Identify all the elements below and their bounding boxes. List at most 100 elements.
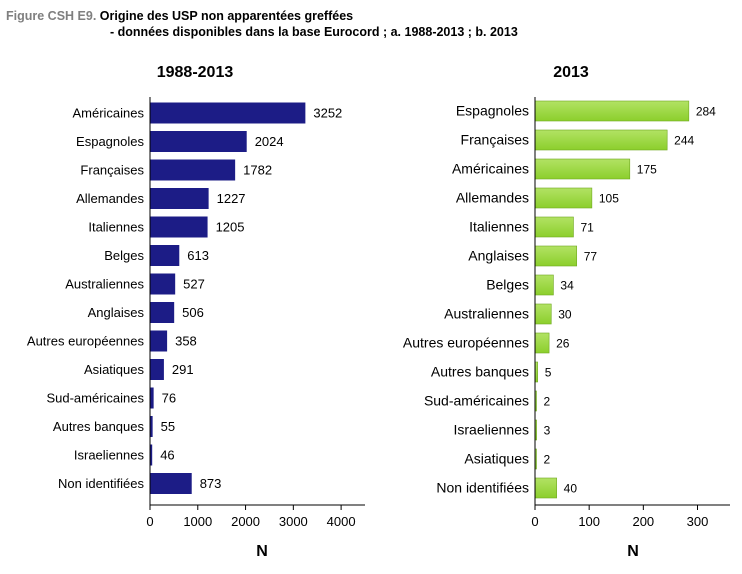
bar-espagnoles <box>150 131 247 152</box>
data-label-francaises: 1782 <box>243 163 272 178</box>
data-label-anglaises: 506 <box>182 305 204 320</box>
category-label-non-identifiees: Non identifiées <box>58 476 144 491</box>
data-label-australiennes: 30 <box>558 308 572 322</box>
data-label-asiatiques: 2 <box>544 453 551 467</box>
x-tick-label-0: 0 <box>531 514 538 529</box>
category-label-israeliennes: Israeliennes <box>454 422 530 438</box>
bar-allemandes <box>150 188 209 209</box>
bar-francaises <box>150 159 236 181</box>
bar-anglaises <box>534 245 578 267</box>
category-label-francaises: Françaises <box>80 163 144 178</box>
figure-label: Figure CSH E9. <box>6 9 97 23</box>
bar-non-identifiees <box>150 473 192 494</box>
data-label-autres-europeennes: 358 <box>175 334 197 349</box>
data-label-belges: 34 <box>560 279 574 293</box>
data-label-non-identifiees: 40 <box>564 482 578 496</box>
data-label-sud-americaines: 2 <box>544 395 551 409</box>
data-label-espagnoles: 284 <box>696 105 716 119</box>
bar-anglaises <box>150 302 175 323</box>
data-label-autres-europeennes: 26 <box>556 337 570 351</box>
bar-sud-americaines <box>150 387 154 409</box>
category-label-americaines: Américaines <box>72 106 144 121</box>
bar-belges <box>150 245 180 266</box>
category-label-belges: Belges <box>486 277 529 293</box>
x-tick-label-300: 300 <box>687 514 709 529</box>
data-label-italiennes: 71 <box>580 221 594 235</box>
chart-1988-2013: 1988-2013 Américaines 3252 Espagnoles 2024 Fr… <box>27 64 365 560</box>
data-label-americaines: 3252 <box>313 106 342 121</box>
bar-autres-banques <box>150 416 153 437</box>
data-label-asiatiques: 291 <box>172 362 194 377</box>
bar-australiennes <box>534 303 552 325</box>
data-label-allemandes: 1227 <box>217 191 246 206</box>
category-label-espagnoles: Espagnoles <box>76 134 144 149</box>
figure-heading: Figure CSH E9. Origine des USP non appar… <box>6 8 518 40</box>
x-tick-label-3000: 3000 <box>279 514 308 529</box>
bar-non-identifiees <box>534 477 557 499</box>
bar-americaines <box>150 102 306 124</box>
category-label-autres-europeennes: Autres européennes <box>27 334 145 349</box>
category-label-australiennes: Australiennes <box>444 306 529 322</box>
category-label-francaises: Françaises <box>461 132 529 148</box>
data-label-autres-banques: 55 <box>161 419 175 434</box>
category-label-australiennes: Australiennes <box>65 277 144 292</box>
data-label-israeliennes: 3 <box>544 424 551 438</box>
category-label-asiatiques: Asiatiques <box>464 451 529 467</box>
bar-autres-europeennes <box>150 330 168 352</box>
x-tick-label-4000: 4000 <box>327 514 356 529</box>
category-label-anglaises: Anglaises <box>88 305 145 320</box>
data-label-espagnoles: 2024 <box>255 134 284 149</box>
data-label-italiennes: 1205 <box>216 220 245 235</box>
category-label-belges: Belges <box>104 248 144 263</box>
bar-belges <box>534 274 554 296</box>
x-tick-label-100: 100 <box>578 514 600 529</box>
category-label-autres-banques: Autres banques <box>431 364 529 380</box>
category-label-allemandes: Allemandes <box>456 190 529 206</box>
bar-australiennes <box>150 273 176 295</box>
bar-israeliennes <box>150 444 153 466</box>
category-label-autres-banques: Autres banques <box>53 419 145 434</box>
data-label-anglaises: 77 <box>584 250 598 264</box>
bar-allemandes <box>534 187 593 209</box>
bar-americaines <box>534 158 631 180</box>
figure-subtitle: - données disponibles dans la base Euroc… <box>110 25 518 39</box>
category-label-non-identifiees: Non identifiées <box>436 480 529 496</box>
x-tick-label-200: 200 <box>632 514 654 529</box>
chart-2013: 2013 Espagnoles 284 Françaises 244 Américaine… <box>403 64 730 560</box>
category-label-autres-europeennes: Autres européennes <box>403 335 529 351</box>
category-label-americaines: Américaines <box>452 161 529 177</box>
category-label-anglaises: Anglaises <box>468 248 529 264</box>
data-label-non-identifiees: 873 <box>200 476 222 491</box>
data-label-sud-americaines: 76 <box>162 391 176 406</box>
data-label-australiennes: 527 <box>183 277 205 292</box>
x-tick-label-1000: 1000 <box>183 514 212 529</box>
category-label-sud-americaines: Sud-américaines <box>424 393 529 409</box>
bar-italiennes <box>150 216 208 238</box>
chart-title: 2013 <box>553 64 589 81</box>
chart-title: 1988-2013 <box>157 64 234 81</box>
figure-title: Origine des USP non apparentées greffées <box>99 9 354 23</box>
category-label-italiennes: Italiennes <box>469 219 529 235</box>
data-label-belges: 613 <box>187 248 209 263</box>
category-label-espagnoles: Espagnoles <box>456 103 529 119</box>
bar-francaises <box>534 129 668 151</box>
data-label-francaises: 244 <box>674 134 694 148</box>
bar-espagnoles <box>534 100 690 122</box>
x-tick-label-2000: 2000 <box>231 514 260 529</box>
category-label-israeliennes: Israeliennes <box>74 448 145 463</box>
bar-asiatiques <box>150 359 164 380</box>
data-label-americaines: 175 <box>637 163 657 177</box>
x-tick-label-0: 0 <box>146 514 153 529</box>
category-label-allemandes: Allemandes <box>76 191 144 206</box>
x-axis-title: N <box>627 543 639 560</box>
bar-autres-europeennes <box>534 332 550 354</box>
data-label-autres-banques: 5 <box>545 366 552 380</box>
bar-italiennes <box>534 216 574 238</box>
category-label-asiatiques: Asiatiques <box>84 362 144 377</box>
category-label-italiennes: Italiennes <box>88 220 144 235</box>
x-axis-title: N <box>256 543 268 560</box>
data-label-israeliennes: 46 <box>160 448 174 463</box>
data-label-allemandes: 105 <box>599 192 619 206</box>
category-label-sud-americaines: Sud-américaines <box>46 391 144 406</box>
